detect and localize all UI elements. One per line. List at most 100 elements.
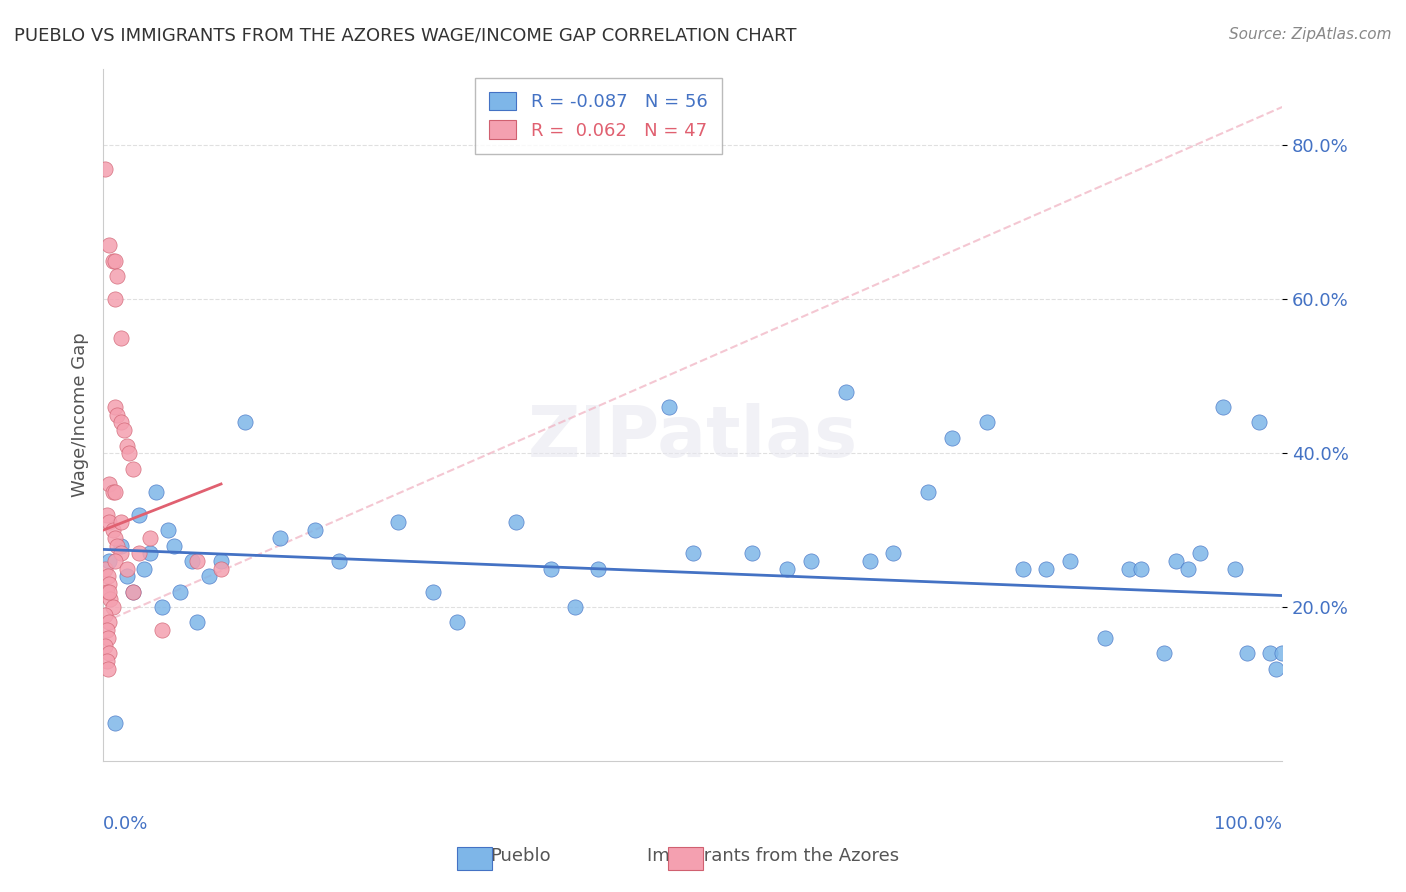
Point — [741, 546, 763, 560]
Point — [387, 516, 409, 530]
Point — [115, 561, 138, 575]
Point — [96, 623, 118, 637]
Point — [150, 623, 173, 637]
Point — [104, 253, 127, 268]
Point — [94, 607, 117, 622]
Point — [105, 539, 128, 553]
Point — [118, 446, 141, 460]
Text: 100.0%: 100.0% — [1215, 814, 1282, 833]
Point — [1164, 554, 1187, 568]
Point — [186, 615, 208, 630]
Point — [150, 600, 173, 615]
Point — [105, 269, 128, 284]
Point — [422, 584, 444, 599]
Point — [682, 546, 704, 560]
Point — [1177, 561, 1199, 575]
Point — [101, 484, 124, 499]
Point — [104, 715, 127, 730]
Point — [101, 600, 124, 615]
Point — [233, 416, 256, 430]
Point — [101, 523, 124, 537]
Point — [540, 561, 562, 575]
Point — [776, 561, 799, 575]
Point — [505, 516, 527, 530]
Point — [588, 561, 610, 575]
Point — [112, 423, 135, 437]
Text: Pueblo: Pueblo — [489, 847, 551, 865]
Point — [115, 438, 138, 452]
Point — [97, 662, 120, 676]
Point — [209, 554, 232, 568]
Point — [1188, 546, 1211, 560]
Point — [96, 584, 118, 599]
Point — [858, 554, 880, 568]
Point — [304, 523, 326, 537]
Point — [169, 584, 191, 599]
Point — [94, 639, 117, 653]
Point — [98, 577, 121, 591]
Point — [269, 531, 291, 545]
Point — [446, 615, 468, 630]
Point — [180, 554, 202, 568]
Point — [121, 584, 143, 599]
Point — [1035, 561, 1057, 575]
Point — [186, 554, 208, 568]
Point — [96, 508, 118, 522]
Point — [98, 584, 121, 599]
Point — [139, 531, 162, 545]
Point — [97, 569, 120, 583]
Point — [98, 615, 121, 630]
Point — [110, 539, 132, 553]
Point — [115, 569, 138, 583]
Point — [121, 584, 143, 599]
Point — [110, 416, 132, 430]
Point — [1212, 400, 1234, 414]
Point — [1059, 554, 1081, 568]
Point — [94, 561, 117, 575]
Point — [800, 554, 823, 568]
Point — [104, 531, 127, 545]
Point — [110, 516, 132, 530]
Point — [104, 554, 127, 568]
Point — [941, 431, 963, 445]
Point — [98, 554, 121, 568]
Point — [104, 293, 127, 307]
Point — [198, 569, 221, 583]
Point — [98, 646, 121, 660]
Point — [1153, 646, 1175, 660]
Point — [110, 546, 132, 560]
Text: ZIPatlas: ZIPatlas — [527, 403, 858, 473]
Point — [1247, 416, 1270, 430]
Point — [104, 484, 127, 499]
Point — [104, 400, 127, 414]
Point — [96, 654, 118, 668]
Point — [128, 546, 150, 560]
Point — [882, 546, 904, 560]
Point — [145, 484, 167, 499]
Point — [1118, 561, 1140, 575]
Point — [1260, 646, 1282, 660]
Point — [1271, 646, 1294, 660]
Legend: R = -0.087   N = 56, R =  0.062   N = 47: R = -0.087 N = 56, R = 0.062 N = 47 — [475, 78, 721, 154]
Point — [121, 461, 143, 475]
Point — [98, 592, 121, 607]
Point — [163, 539, 186, 553]
Point — [98, 238, 121, 252]
Point — [94, 161, 117, 176]
Point — [917, 484, 939, 499]
Point — [156, 523, 179, 537]
Point — [110, 331, 132, 345]
Point — [1011, 561, 1033, 575]
Point — [1236, 646, 1258, 660]
Point — [1265, 662, 1288, 676]
Point — [134, 561, 156, 575]
Point — [564, 600, 586, 615]
Text: PUEBLO VS IMMIGRANTS FROM THE AZORES WAGE/INCOME GAP CORRELATION CHART: PUEBLO VS IMMIGRANTS FROM THE AZORES WAG… — [14, 27, 797, 45]
Point — [101, 253, 124, 268]
Point — [835, 384, 858, 399]
Point — [328, 554, 350, 568]
Point — [658, 400, 681, 414]
Point — [98, 477, 121, 491]
Point — [98, 516, 121, 530]
Point — [1223, 561, 1246, 575]
